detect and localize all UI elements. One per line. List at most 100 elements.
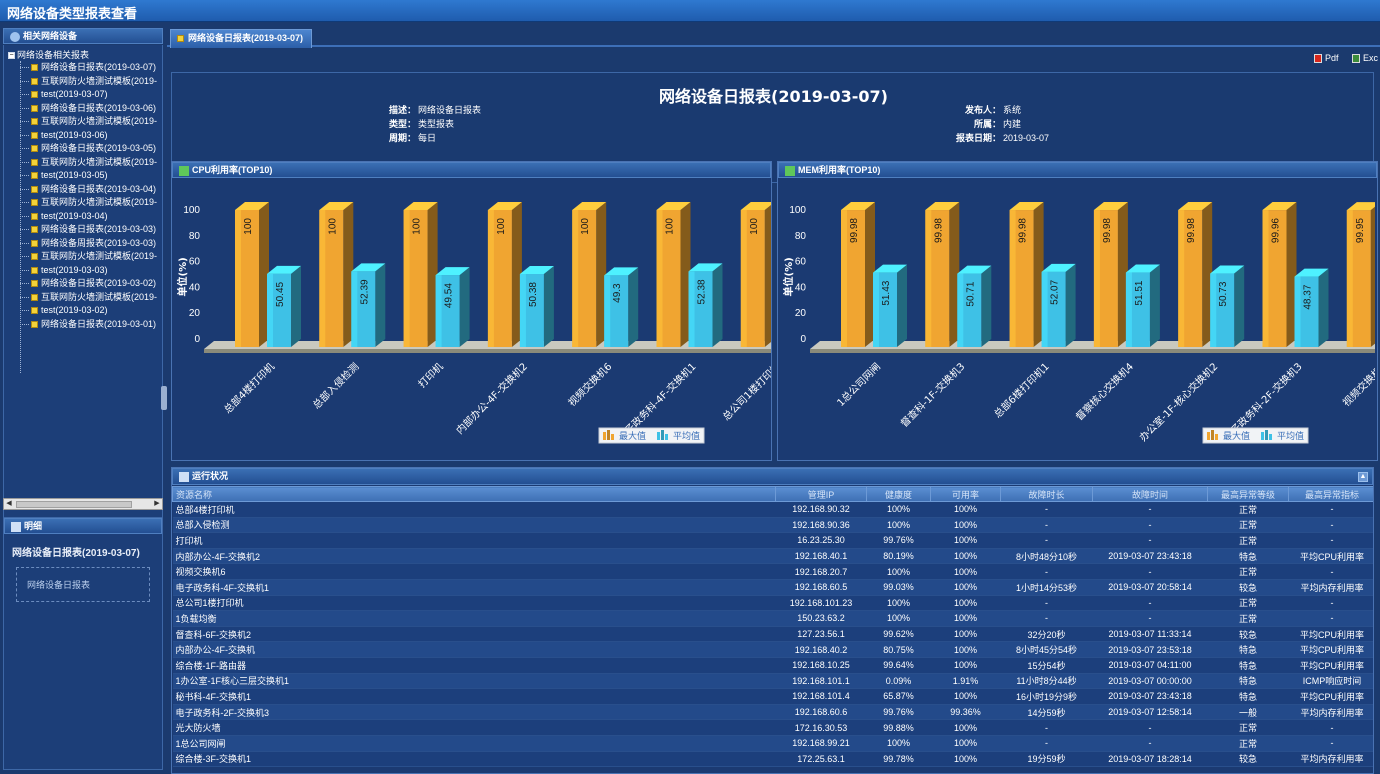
table-row[interactable]: 电子政务科-2F-交换机3 192.168.60.6 99.76% 99.36% 14分… [172, 704, 1373, 721]
tree-item-report[interactable]: 网络设备日报表(2019-03-05) [20, 142, 156, 155]
category-label: 总部入侵检测 [310, 360, 362, 412]
bar-side [764, 205, 771, 347]
scroll-left-icon[interactable]: ◀ [6, 500, 12, 507]
run-status-table: 资源名称 管理IP 健康度 可用率 故障时长 故障时间 最高异常等级 最高异常指标 总部4楼打… [172, 486, 1373, 768]
tree-item-report[interactable]: 网络设备日报表(2019-03-03) [20, 223, 156, 236]
table-cell: 打印机 [172, 532, 776, 549]
bar-highlight [1041, 271, 1048, 347]
tree-item-report[interactable]: 互联网防火墙测试模板(2019- [20, 156, 157, 169]
table-cell: 100% [930, 532, 1001, 549]
table-cell: 99.36% [930, 704, 1001, 721]
belong-label: 所属： [973, 119, 1001, 129]
table-row[interactable]: 1负载均衡 150.23.63.2 100% 100% - - 正常 - [172, 610, 1373, 627]
legend-label[interactable]: 平均值 [1277, 430, 1304, 442]
column-header[interactable]: 故障时长 [1000, 486, 1093, 502]
tree-item-report[interactable]: 网络设备日报表(2019-03-04) [20, 183, 156, 196]
table-row[interactable]: 打印机 16.23.25.30 99.76% 100% - - 正常 - [172, 532, 1373, 549]
report-icon [31, 185, 38, 193]
tree-item-label: 网络设备日报表(2019-03-03) [41, 224, 157, 234]
table-cell: 8小时48分10秒 [1000, 548, 1093, 565]
tree-item-report[interactable]: 互联网防火墙测试模板(2019- [20, 115, 157, 128]
tree-item-report[interactable]: test(2019-03-04) [20, 210, 108, 223]
y-tick-label: 40 [189, 282, 201, 293]
table-row[interactable]: 总公司1楼打印机 192.168.101.23 100% 100% - - 正常 - [172, 595, 1373, 612]
table-row[interactable]: 电子政务科-4F-交换机1 192.168.60.5 99.03% 100% 1小时14… [172, 579, 1373, 596]
column-header[interactable]: 最高异常指标 [1288, 486, 1373, 502]
bar-top [841, 202, 875, 211]
table-cell: 15分54秒 [1000, 657, 1093, 674]
table-cell: - [1000, 563, 1093, 580]
scroll-thumb[interactable] [16, 501, 132, 508]
table-header-row: 资源名称 管理IP 健康度 可用率 故障时长 故障时间 最高异常等级 最高异常指标 [172, 486, 1373, 502]
detail-report-box[interactable]: 网络设备日报表 [16, 567, 150, 602]
table-row[interactable]: 综合楼-1F-路由器 192.168.10.25 99.64% 100% 15分54秒 2… [172, 657, 1373, 674]
collapse-icon[interactable]: − [8, 52, 15, 60]
tree-item-report[interactable]: 互联网防火墙测试模板(2019- [20, 250, 157, 263]
tree-item-report[interactable]: test(2019-03-07) [20, 88, 108, 101]
tab-daily-report[interactable]: 网络设备日报表(2019-03-07) [170, 29, 313, 48]
bar-side [1149, 264, 1160, 347]
column-header[interactable]: 故障时间 [1092, 486, 1208, 502]
type-value: 类型报表 [418, 119, 455, 129]
table-row[interactable]: 视频交换机6 192.168.20.7 100% 100% - - 正常 - [172, 563, 1373, 580]
tree-item-report[interactable]: 网络设备周报表(2019-03-03) [20, 237, 156, 250]
report-icon [31, 212, 38, 220]
tree-item-report[interactable]: 互联网防火墙测试模板(2019- [20, 196, 157, 209]
report-icon [177, 35, 184, 43]
table-row[interactable]: 1办公室-1F核心三层交换机1 192.168.101.1 0.09% 1.91% 11… [172, 673, 1373, 690]
tree-item-label: 互联网防火墙测试模板(2019- [41, 156, 158, 167]
export-pdf-button[interactable]: Pdf [1314, 53, 1339, 64]
sidebar-collapse-handle[interactable] [161, 386, 167, 410]
tree-item-report[interactable]: test(2019-03-03) [20, 264, 108, 277]
export-excel-button[interactable]: Exc [1352, 53, 1378, 64]
table-row[interactable]: 内部办公-4F-交换机 192.168.40.2 80.75% 100% 8小时45分5… [172, 641, 1373, 658]
tree-item-report[interactable]: 互联网防火墙测试模板(2019- [20, 75, 157, 88]
tree-item-report[interactable]: test(2019-03-02) [20, 304, 108, 317]
bar-highlight [873, 272, 879, 347]
table-row[interactable]: 综合楼-3F-交换机1 172.25.63.1 99.78% 100% 19分59秒 20… [172, 751, 1373, 768]
legend-label[interactable]: 平均值 [673, 430, 700, 442]
column-header[interactable]: 健康度 [866, 486, 931, 502]
legend-label[interactable]: 最大值 [1223, 430, 1250, 442]
bar-top [873, 264, 907, 273]
tree-item-report[interactable]: 互联网防火墙测试模板(2019- [20, 291, 157, 304]
column-header[interactable]: 管理IP [775, 486, 867, 502]
table-cell: - [1288, 735, 1373, 752]
column-header[interactable]: 最高异常等级 [1207, 486, 1289, 502]
table-row[interactable]: 督查科-6F-交换机2 127.23.56.1 99.62% 100% 32分20秒 20… [172, 626, 1373, 643]
table-cell: 督查科-6F-交换机2 [172, 626, 776, 643]
tree-item-report[interactable]: test(2019-03-05) [20, 169, 108, 182]
bar-top [235, 202, 269, 210]
table-row[interactable]: 秘书科-4F-交换机1 192.168.101.4 65.87% 100% 16小时19… [172, 688, 1373, 705]
table-row[interactable]: 总部入侵检测 192.168.90.36 100% 100% - - 正常 - [172, 517, 1373, 534]
legend-label[interactable]: 最大值 [619, 430, 646, 442]
excel-icon [1352, 54, 1360, 64]
tree-item-report[interactable]: 网络设备日报表(2019-03-02) [20, 277, 156, 290]
scroll-right-icon[interactable]: ▶ [154, 500, 160, 507]
tree-item-report[interactable]: 网络设备日报表(2019-03-06) [20, 102, 156, 115]
table-cell: 特急 [1207, 688, 1289, 705]
tree-item-report[interactable]: 网络设备日报表(2019-03-01) [20, 318, 156, 331]
table-cell: 192.168.101.1 [775, 673, 867, 690]
bar-top [1093, 202, 1128, 211]
table-row[interactable]: 总部4楼打印机 192.168.90.32 100% 100% - - 正常 - [172, 501, 1373, 518]
table-cell: 100% [930, 735, 1001, 752]
table-cell: 100% [930, 688, 1001, 705]
table-row[interactable]: 光大防火墙 172.16.30.53 99.88% 100% - - 正常 - [172, 719, 1373, 736]
collapse-up-icon[interactable]: ▲ [1358, 472, 1368, 482]
legend-swatch [665, 434, 668, 440]
bar-highlight [403, 210, 410, 347]
tree-item-report[interactable]: 网络设备日报表(2019-03-07) [20, 61, 156, 74]
tree-item-report[interactable]: test(2019-03-06) [20, 129, 108, 142]
column-header[interactable]: 可用率 [930, 486, 1001, 502]
table-cell: 2019-03-07 11:33:14 [1092, 626, 1208, 643]
mem-chart-title: MEM利用率(TOP10) [798, 165, 881, 175]
column-header[interactable]: 资源名称 [172, 486, 776, 502]
tree-horizontal-scrollbar[interactable]: ◀ ▶ [3, 498, 163, 510]
tree-item-label: 网络设备日报表(2019-03-05) [41, 143, 157, 153]
table-row[interactable]: 1总公司网闸 192.168.99.21 100% 100% - - 正常 - [172, 735, 1373, 752]
table-row[interactable]: 内部办公-4F-交换机2 192.168.40.1 80.19% 100% 8小时48分… [172, 548, 1373, 565]
category-label: 总部4楼打印机 [221, 360, 277, 416]
bar-side [543, 266, 554, 347]
tree-root[interactable]: − 网络设备相关报表 [8, 48, 89, 61]
